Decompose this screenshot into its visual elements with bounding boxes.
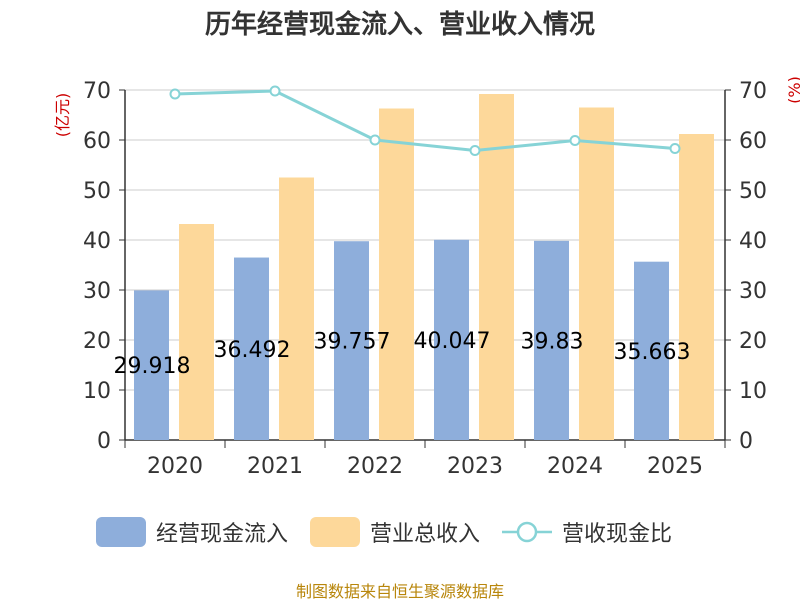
point-ratio <box>469 145 481 156</box>
legend-swatch-revenue <box>310 517 361 547</box>
right-axis-tick-label: 60 <box>739 129 767 154</box>
x-axis-tick-label: 2023 <box>447 454 503 479</box>
bar-revenue <box>479 94 514 440</box>
data-label-cash-inflow: 40.047 <box>414 329 491 354</box>
left-axis-unit-label: (亿元) <box>53 93 72 138</box>
data-label-cash-inflow: 35.663 <box>614 340 691 365</box>
point-ratio <box>269 85 281 97</box>
bar-cash-inflow <box>134 290 169 440</box>
right-axis-tick-label: 40 <box>739 229 767 254</box>
x-axis-tick-label: 2022 <box>347 454 403 479</box>
bar-cash-inflow <box>434 239 469 440</box>
data-label-cash-inflow: 36.492 <box>214 338 291 363</box>
right-axis-tick-label: 10 <box>739 379 767 404</box>
left-axis-tick-label: 70 <box>83 79 111 104</box>
left-axis-tick-label: 60 <box>83 129 111 154</box>
data-label-cash-inflow: 39.83 <box>521 329 584 354</box>
left-axis-tick-label: 0 <box>97 429 111 454</box>
left-axis-tick-label: 50 <box>83 179 111 204</box>
bar-cash-inflow <box>534 240 569 440</box>
chart-legend: 经营现金流入 营业总收入 营收现金比 <box>96 516 694 548</box>
data-source-note: 制图数据来自恒生聚源数据库 <box>295 582 504 601</box>
x-axis-tick-label: 2025 <box>647 454 703 479</box>
bar-cash-inflow <box>234 257 269 440</box>
right-axis-tick-label: 30 <box>739 279 767 304</box>
x-axis-tick-label: 2020 <box>147 454 203 479</box>
legend-swatch-ratio <box>502 521 553 543</box>
right-axis-tick-label: 20 <box>739 329 767 354</box>
data-label-cash-inflow: 39.757 <box>314 330 391 355</box>
point-ratio <box>669 143 681 154</box>
series-line-ratio <box>174 89 676 153</box>
x-axis-tick-label: 2024 <box>547 454 603 479</box>
legend-item-cash-inflow[interactable]: 经营现金流入 <box>96 516 288 548</box>
right-axis-tick-label: 70 <box>739 79 767 104</box>
legend-item-ratio[interactable]: 营收现金比 <box>502 516 672 548</box>
bar-cash-inflow <box>334 241 369 440</box>
bar-revenue <box>579 107 614 440</box>
bar-revenue <box>279 177 314 440</box>
point-ratio <box>369 134 381 146</box>
bar-revenue <box>379 108 414 440</box>
right-axis-tick-label: 0 <box>739 429 753 454</box>
x-axis-tick-label: 2021 <box>247 454 303 479</box>
point-ratio <box>169 88 181 100</box>
left-axis-tick-label: 10 <box>83 379 111 404</box>
left-axis-tick-label: 40 <box>83 229 111 254</box>
bar-revenue <box>179 224 214 440</box>
left-axis-tick-label: 30 <box>83 279 111 304</box>
legend-item-revenue[interactable]: 营业总收入 <box>310 516 480 548</box>
legend-label-ratio: 营收现金比 <box>562 522 673 547</box>
chart-title: 历年经营现金流入、营业收入情况 <box>204 10 595 40</box>
right-axis-unit-label: (%) <box>785 76 800 104</box>
legend-label-cash-inflow: 经营现金流入 <box>156 522 289 547</box>
data-label-cash-inflow: 29.918 <box>114 354 191 379</box>
right-axis-tick-label: 50 <box>739 179 767 204</box>
bar-cash-inflow <box>634 261 669 440</box>
legend-label-revenue: 营业总收入 <box>370 522 481 547</box>
legend-swatch-cash-inflow <box>96 517 146 547</box>
left-axis-tick-label: 20 <box>83 329 111 354</box>
point-ratio <box>569 135 581 146</box>
bar-revenue <box>679 134 714 440</box>
